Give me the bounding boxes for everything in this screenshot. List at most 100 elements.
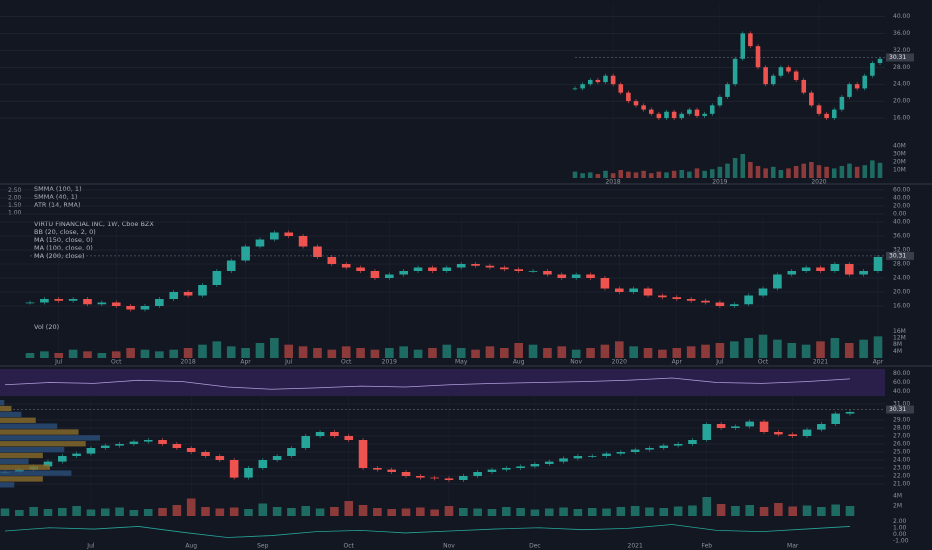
volume-bar	[778, 170, 784, 178]
candle	[687, 109, 692, 114]
volume-bar	[43, 509, 53, 516]
candle	[845, 412, 855, 414]
candle	[456, 264, 466, 268]
volume-bar	[140, 349, 150, 358]
volume-bar	[656, 171, 662, 178]
candle	[473, 472, 482, 476]
candle	[626, 92, 631, 102]
y-tick-label: 27.00	[893, 433, 910, 440]
y-tick-label: 32.00	[893, 247, 910, 254]
volume-bar	[557, 346, 567, 358]
volume-bar	[610, 173, 616, 178]
candle	[183, 292, 193, 296]
volume-bar	[679, 170, 685, 178]
y-tick-label: 40M	[893, 143, 906, 150]
last-price-box	[886, 251, 914, 260]
candle	[385, 274, 394, 278]
volume-profile-bar	[0, 441, 86, 447]
volume-bar	[759, 507, 769, 516]
candle	[671, 111, 677, 119]
candle	[155, 299, 164, 306]
volume-bar	[643, 348, 653, 358]
volume-bar	[97, 353, 107, 358]
volume-bar	[559, 507, 568, 516]
volume-bar	[773, 339, 782, 358]
candle	[544, 461, 554, 464]
volume-bar	[413, 349, 423, 358]
volume-bar	[873, 336, 883, 358]
volume-bar	[659, 508, 669, 516]
y-tick-label: 16.00	[893, 303, 910, 310]
y-tick-label: 24.00	[893, 275, 910, 282]
x-tick-label: Feb	[701, 543, 712, 550]
volume-bar	[602, 508, 611, 516]
candle	[399, 271, 409, 275]
x-tick-label: Oct	[758, 359, 769, 366]
candle	[763, 67, 768, 85]
candle	[748, 33, 753, 47]
candle	[862, 75, 868, 89]
volume-bar	[473, 508, 482, 516]
volume-bar	[844, 343, 854, 358]
candle	[413, 267, 423, 271]
candle	[543, 271, 552, 275]
candle	[83, 299, 92, 305]
indicator-line	[4, 524, 851, 538]
candle	[610, 75, 616, 85]
candle	[229, 460, 239, 478]
legend: ATR (14, RMA)	[34, 201, 81, 209]
volume-bar	[198, 344, 207, 358]
candle	[370, 271, 380, 278]
volume-bar	[442, 344, 452, 358]
x-tick-label: Jul	[86, 543, 95, 550]
candle	[595, 79, 601, 83]
volume-bar	[717, 166, 723, 178]
volume-bar	[313, 348, 322, 358]
volume-bar	[673, 506, 683, 516]
candle	[817, 424, 826, 430]
candle	[313, 246, 322, 257]
candle	[801, 267, 811, 271]
y-tick-label: 60.00	[893, 379, 910, 386]
candle	[717, 96, 723, 106]
volume-bar	[745, 505, 755, 516]
volume-bar	[801, 163, 807, 178]
candle	[645, 448, 654, 450]
candle	[430, 477, 439, 479]
y-tick-label: 1.00	[8, 210, 22, 217]
volume-bar	[358, 505, 368, 516]
volume-bar	[716, 504, 726, 516]
candle	[40, 299, 49, 303]
volume-bar	[774, 503, 783, 516]
volume-bar	[630, 506, 640, 516]
volume-bar	[748, 162, 753, 178]
candle	[824, 113, 829, 119]
x-tick-label: 2019	[382, 359, 397, 366]
candle	[778, 67, 784, 76]
legend: Vol (20)	[34, 323, 59, 331]
volume-bar	[744, 338, 753, 358]
candle	[844, 264, 854, 275]
volume-bar	[428, 348, 437, 358]
candle	[129, 441, 139, 444]
candle	[659, 445, 669, 448]
volume-bar	[126, 348, 135, 358]
volume-bar	[831, 168, 837, 178]
volume-bar	[72, 506, 81, 516]
volume-bar	[809, 162, 814, 178]
volume-bar	[373, 508, 382, 516]
y-tick-label: 0.00	[893, 531, 907, 538]
volume-bar	[270, 338, 279, 358]
candle	[416, 476, 425, 478]
candle	[373, 468, 382, 470]
x-tick-label: Mar	[787, 543, 799, 550]
volume-profile-bar	[0, 435, 100, 441]
volume-bar	[645, 507, 654, 516]
candle	[272, 456, 282, 460]
volume-bar	[201, 507, 210, 516]
candle	[327, 257, 337, 264]
candle	[487, 469, 497, 472]
candle	[485, 265, 495, 268]
volume-bar	[0, 508, 10, 516]
volume-bar	[444, 506, 454, 516]
